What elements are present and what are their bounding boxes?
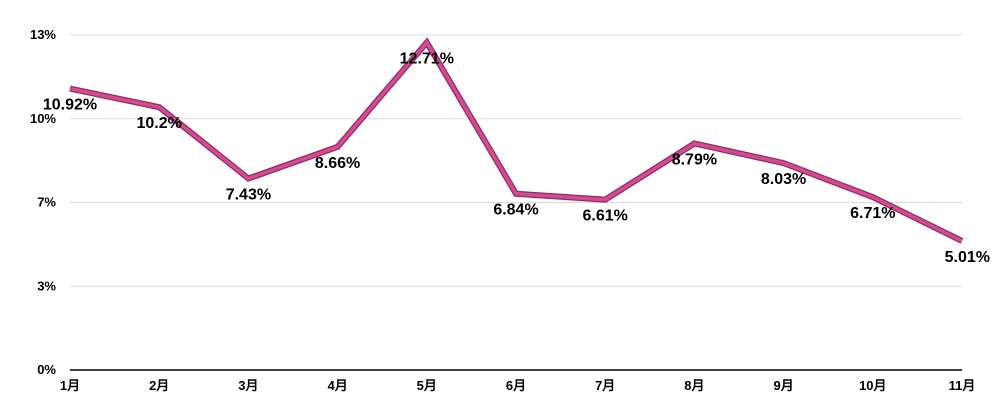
series-lines (69, 37, 964, 244)
x-tick-label: 1月 (60, 378, 80, 393)
series-line (69, 39, 963, 243)
x-tick-label: 7月 (595, 378, 615, 393)
data-label: 8.66% (315, 155, 360, 172)
x-tick-label: 3月 (238, 378, 258, 393)
data-labels: 10.92% 10.2% 7.43% 8.66% 12.71% 6.84% 6.61% 8.7… (43, 50, 990, 265)
data-label: 6.84% (493, 202, 538, 219)
x-axis-ticks: 1月 2月 3月 4月 5月 6月 7月 8月 9月 10月 11月 (60, 378, 975, 393)
x-tick-label: 8月 (684, 378, 704, 393)
y-tick-label: 10% (30, 111, 56, 126)
y-tick-label: 7% (37, 195, 56, 210)
data-label: 5.01% (945, 249, 990, 266)
x-tick-label: 9月 (773, 378, 793, 393)
x-tick-label: 2月 (149, 378, 169, 393)
x-tick-label: 6月 (506, 378, 526, 393)
x-tick-label: 11月 (949, 378, 976, 393)
data-label: 8.79% (672, 151, 717, 168)
x-tick-label: 10月 (859, 378, 886, 393)
x-tick-label: 4月 (327, 378, 347, 393)
y-tick-label: 3% (37, 278, 56, 293)
data-label: 10.2% (137, 115, 182, 132)
data-label: 6.61% (583, 208, 628, 225)
data-label: 10.92% (43, 97, 97, 114)
x-tick-label: 5月 (417, 378, 437, 393)
y-axis-ticks: 0% 3% 7% 10% 13% (30, 27, 56, 377)
y-tick-label: 13% (30, 27, 56, 42)
data-label: 7.43% (226, 187, 271, 204)
y-tick-label: 0% (37, 362, 56, 377)
data-label: 8.03% (761, 171, 806, 188)
data-label: 6.71% (850, 205, 895, 222)
data-label: 12.71% (400, 50, 454, 67)
gridlines (70, 34, 962, 287)
